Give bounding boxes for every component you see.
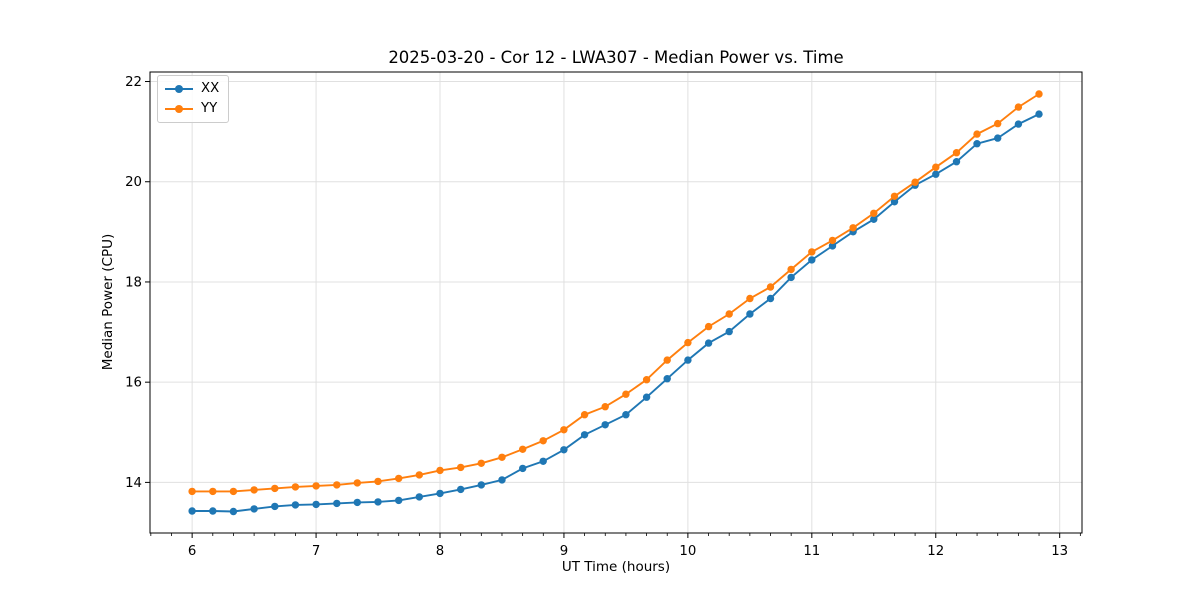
legend-item-yy: YY [164,99,219,118]
svg-text:6: 6 [188,544,196,559]
svg-text:7: 7 [312,544,320,559]
svg-text:12: 12 [927,544,944,559]
chart-title: 2025-03-20 - Cor 12 - LWA307 - Median Po… [388,48,844,67]
svg-text:10: 10 [679,544,696,559]
svg-text:22: 22 [125,75,142,90]
svg-text:20: 20 [125,175,142,190]
legend-item-xx: XX [164,79,219,98]
legend-label-yy: YY [201,101,218,116]
yy-line-swatch [165,104,193,113]
svg-text:9: 9 [560,544,568,559]
svg-text:16: 16 [125,376,142,391]
legend-label-xx: XX [201,81,220,96]
y-axis-label: Median Power (CPU) [100,233,116,371]
svg-text:11: 11 [803,544,820,559]
svg-text:18: 18 [125,275,142,290]
svg-text:13: 13 [1051,544,1068,559]
legend: XX YY [157,75,230,123]
x-axis-label: UT Time (hours) [561,559,671,575]
xx-line-swatch [165,84,193,93]
svg-text:14: 14 [125,476,142,491]
svg-text:8: 8 [436,544,444,559]
